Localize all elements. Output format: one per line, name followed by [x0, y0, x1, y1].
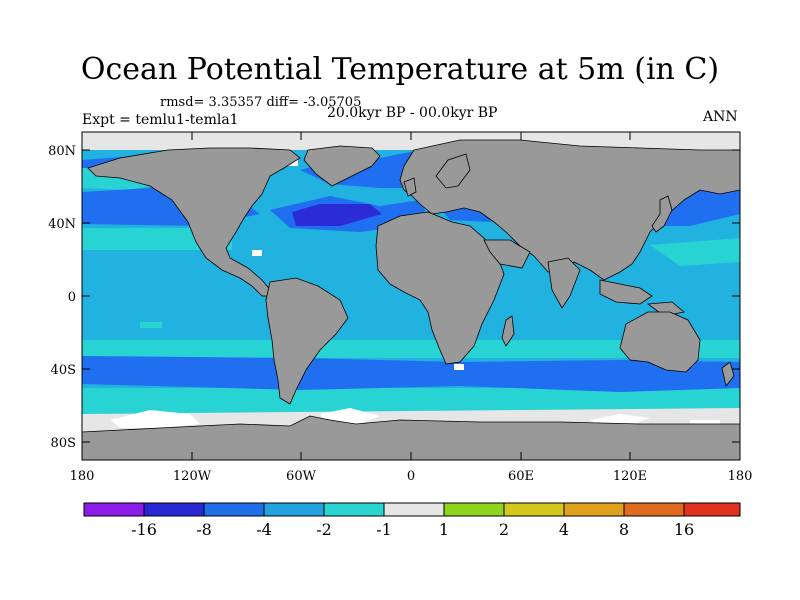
lat-label-40s: 40S — [51, 363, 76, 378]
colorbar-label-7: 2 — [499, 520, 509, 539]
madagascar — [501, 315, 515, 347]
india — [547, 257, 581, 309]
colorbar-box-6 — [383, 502, 445, 517]
colorbar-box-11 — [683, 502, 741, 517]
colorbar-box-2 — [143, 502, 205, 517]
map-title: Ocean Potential Temperature at 5m (in C) — [80, 52, 720, 87]
lon-label-180w: 180 — [70, 469, 95, 484]
colorbar-box-4 — [263, 502, 325, 517]
latitude-labels: 80N 40N 0 40S 80S — [48, 144, 76, 451]
colorbar-label-4: -2 — [316, 520, 332, 539]
colorbar-label-9: 8 — [619, 520, 629, 539]
colorbar-box-3 — [203, 502, 265, 517]
south-america — [265, 277, 349, 405]
colorbar-box-5 — [323, 502, 385, 517]
arabia — [483, 239, 531, 269]
colorbar-box-7 — [443, 502, 505, 517]
lat-label-80n: 80N — [48, 144, 76, 159]
land-masses — [82, 139, 740, 460]
greenland — [303, 145, 381, 187]
colorbar-box-10 — [623, 502, 685, 517]
colorbar-label-6: 1 — [439, 520, 449, 539]
season-label: ANN — [703, 109, 738, 125]
japan — [651, 195, 673, 233]
lon-label-180e: 180 — [728, 469, 753, 484]
lon-label-60e: 60E — [508, 469, 534, 484]
new-zealand — [721, 361, 735, 387]
period-label: 20.0kyr BP - 00.0kyr BP — [327, 105, 498, 121]
lon-label-0: 0 — [407, 469, 415, 484]
lon-label-60w: 60W — [286, 469, 317, 484]
africa — [375, 211, 505, 365]
antarctica — [82, 415, 740, 460]
lon-label-120w: 120W — [173, 469, 212, 484]
colorbar-box-1 — [83, 502, 145, 517]
latitude-ticks — [82, 149, 740, 443]
colorbar-box-9 — [563, 502, 625, 517]
colorbar-box-8 — [503, 502, 565, 517]
colorbar: -16 -8 -4 -2 -1 1 2 4 8 16 — [83, 502, 741, 539]
rmsd-diff-stats: rmsd= 3.35357 diff= -3.05705 — [160, 95, 362, 110]
lat-label-0: 0 — [68, 290, 76, 305]
lat-label-80s: 80S — [51, 436, 76, 451]
colorbar-label-1: -16 — [131, 520, 157, 539]
map-plot-area — [82, 132, 740, 460]
colorbar-label-5: -1 — [376, 520, 392, 539]
lon-label-120e: 120E — [613, 469, 647, 484]
longitude-labels: 180 120W 60W 0 60E 120E 180 — [70, 469, 753, 484]
colorbar-label-3: -4 — [256, 520, 272, 539]
southeast-asia-islands — [599, 279, 653, 305]
white-anomaly-spots — [110, 156, 720, 428]
longitude-ticks — [191, 132, 631, 460]
north-america — [87, 147, 301, 297]
british-isles — [403, 177, 417, 197]
australia — [619, 311, 701, 373]
scandinavia — [435, 153, 471, 189]
eurasia — [399, 139, 740, 281]
colorbar-label-8: 4 — [559, 520, 569, 539]
experiment-label: Expt = temlu1-temla1 — [82, 112, 239, 128]
colorbar-label-2: -8 — [196, 520, 212, 539]
lat-label-40n: 40N — [48, 217, 76, 232]
colorbar-label-10: 16 — [674, 520, 694, 539]
